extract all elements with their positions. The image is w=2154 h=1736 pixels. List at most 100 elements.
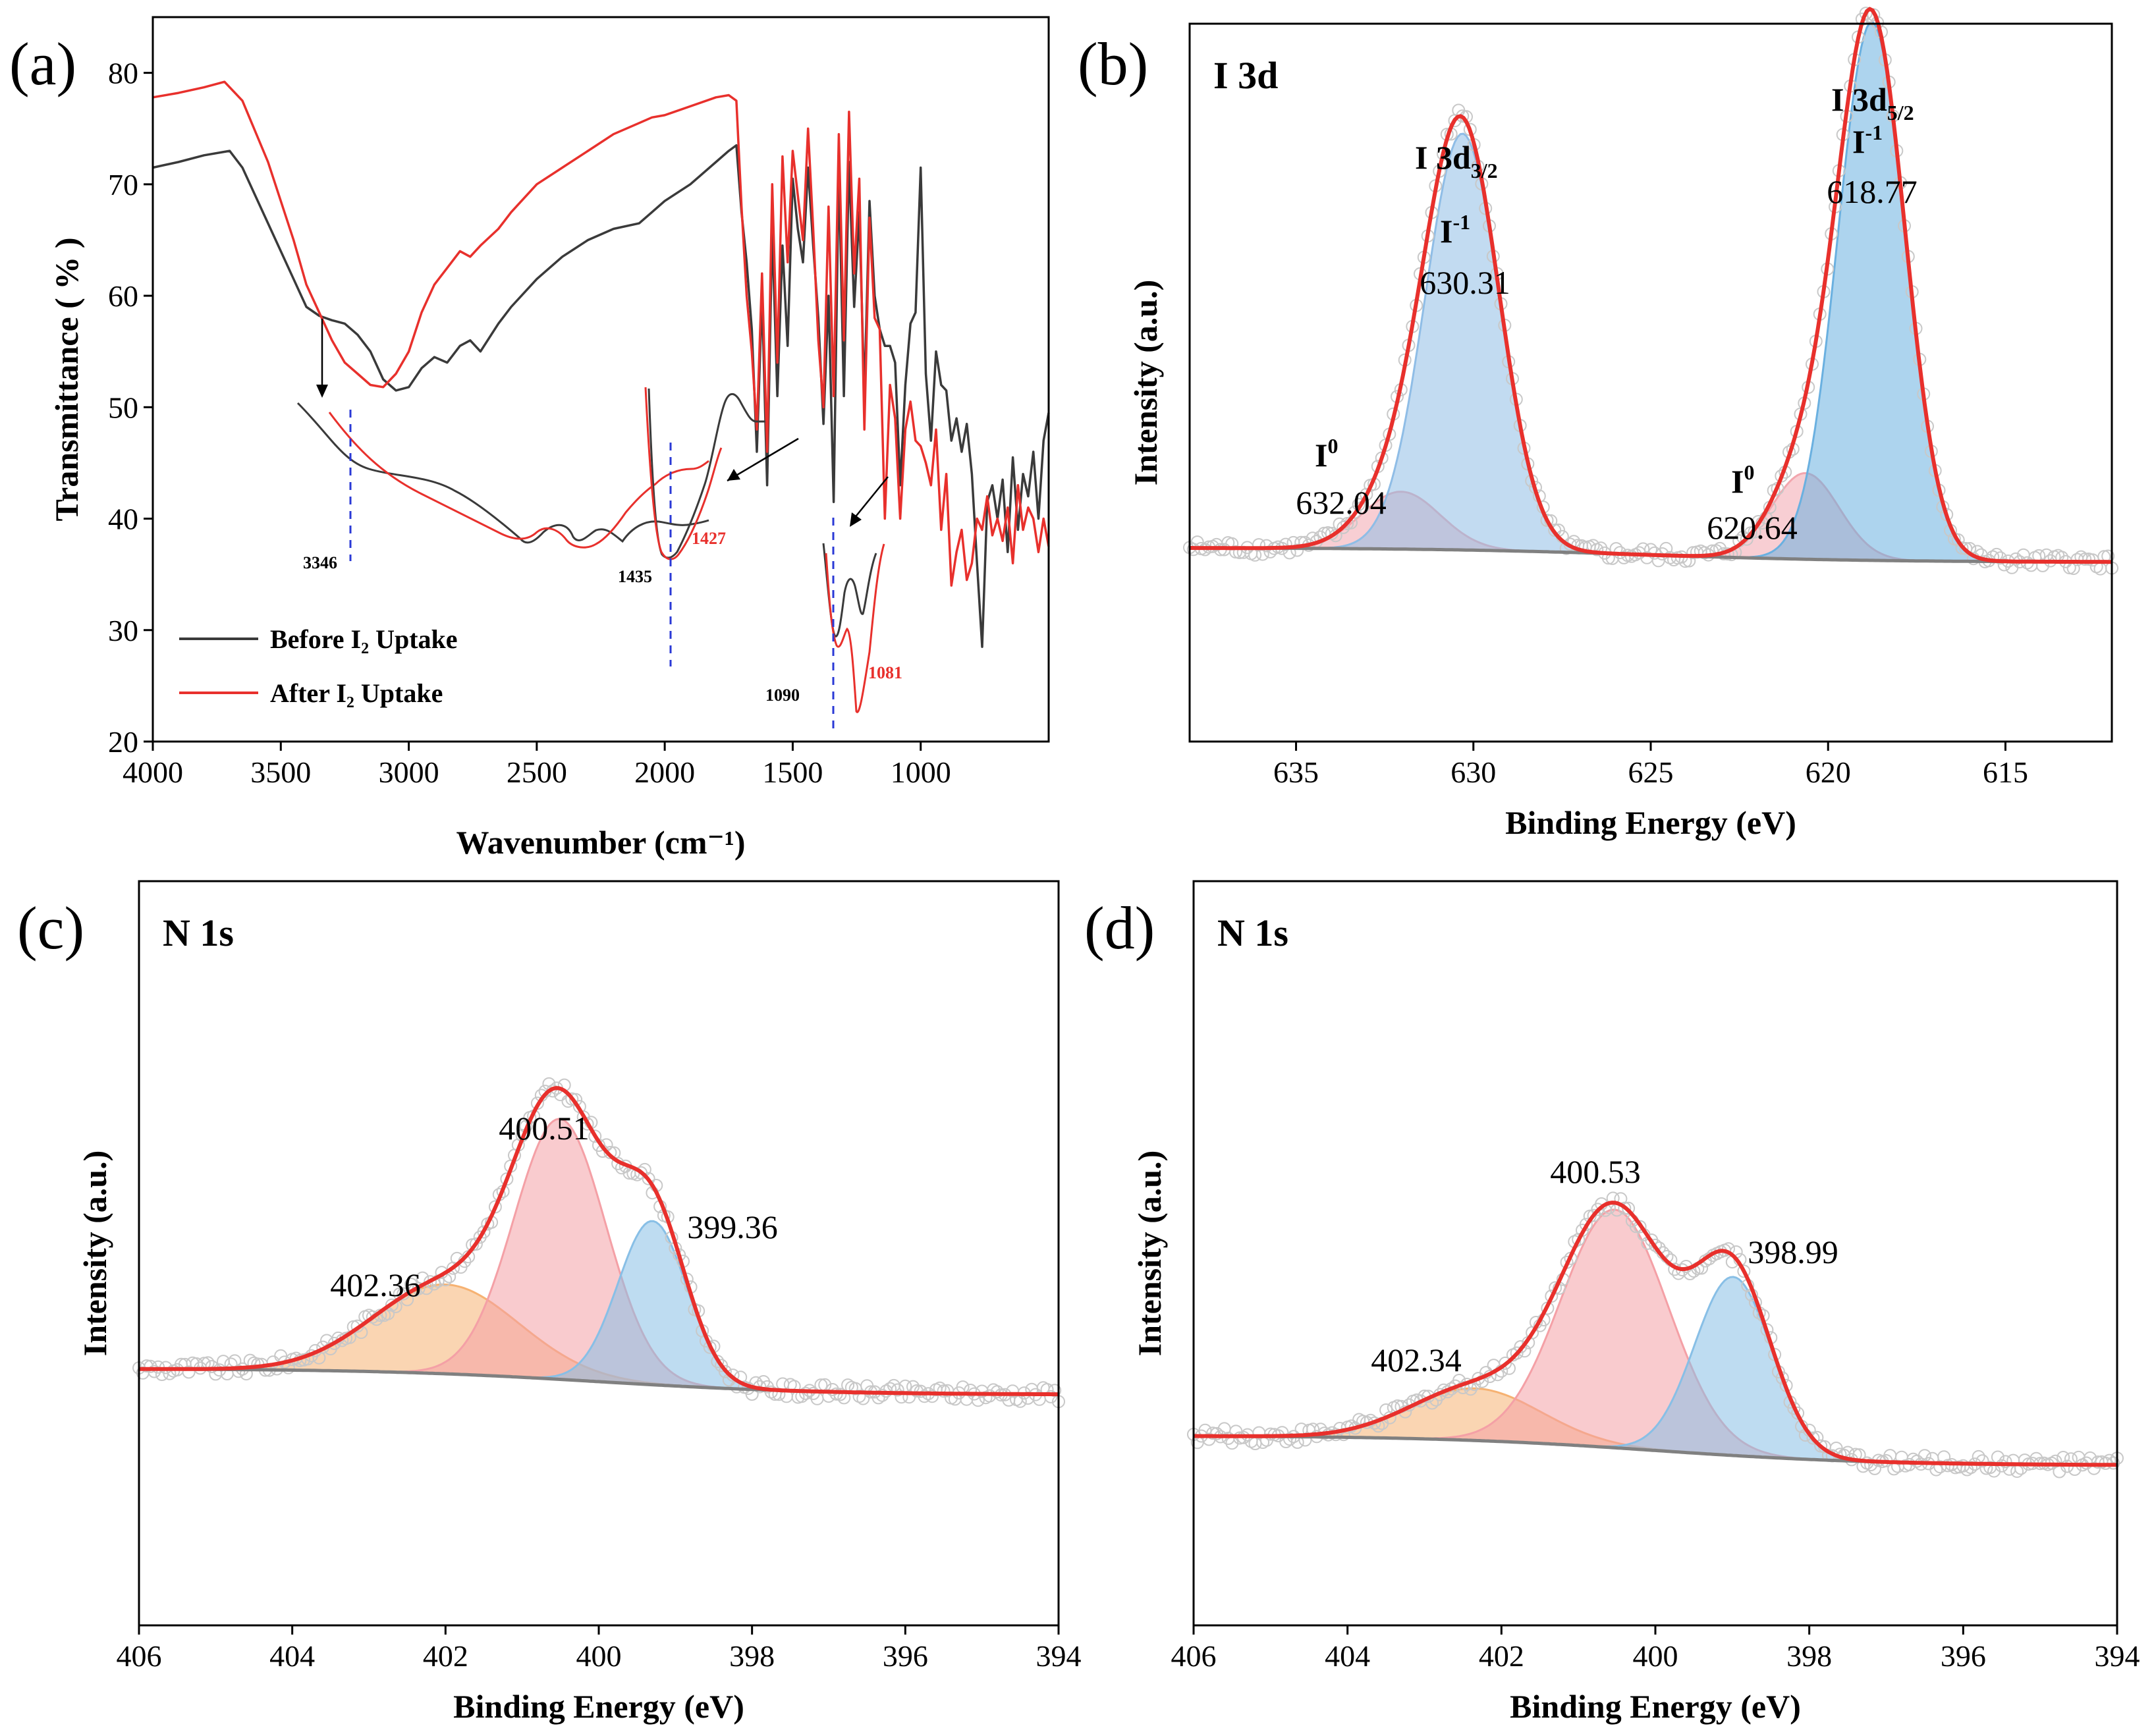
raw-data-point xyxy=(1044,1390,1058,1403)
inset-1435: 1435 1427 xyxy=(618,387,799,666)
panel-label: (a) xyxy=(9,30,76,97)
x-tick-label: 620 xyxy=(1806,755,1851,789)
raw-data-point xyxy=(1572,1233,1586,1247)
x-tick-label: 394 xyxy=(2095,1639,2140,1673)
y-tick-label: 70 xyxy=(108,168,138,202)
raw-data-point xyxy=(1964,1461,1977,1475)
arrow-line xyxy=(727,437,799,482)
x-axis-title: Binding Energy (eV) xyxy=(1510,1688,1801,1725)
y-tick-label: 60 xyxy=(108,279,138,313)
y-tick-label: 50 xyxy=(108,391,138,424)
inset-after-line xyxy=(328,412,709,549)
peak-value-label: 400.53 xyxy=(1550,1153,1641,1190)
x-tick-label: 402 xyxy=(1479,1639,1524,1673)
inset-3346: 3346 xyxy=(296,319,709,572)
raw-data-point xyxy=(1887,1462,1901,1476)
raw-data-point xyxy=(2072,1450,2085,1464)
panel-title: N 1s xyxy=(1217,911,1288,954)
raw-data-point xyxy=(1360,487,1373,501)
x-tick-label: 400 xyxy=(576,1639,622,1673)
series-line-after xyxy=(152,80,1050,587)
raw-data-point xyxy=(726,1369,740,1382)
legend: Before I₂ Uptake After I₂ Uptake xyxy=(179,624,458,708)
raw-data-point xyxy=(1951,533,1965,547)
legend-label-before: Before I₂ Uptake xyxy=(270,624,458,654)
x-tick-label: 406 xyxy=(1171,1639,1217,1673)
y-axis-title: Transmittance ( % ) xyxy=(48,238,85,522)
arrow-head xyxy=(850,512,862,527)
orbital-symbol: I 3d xyxy=(1415,139,1471,176)
orbital-subscript: 5/2 xyxy=(1887,101,1914,124)
raw-data-point xyxy=(1252,538,1265,552)
raw-data-point xyxy=(500,1172,514,1186)
raw-data-point xyxy=(833,1388,847,1401)
raw-data-point xyxy=(469,1237,483,1251)
raw-data-point xyxy=(1548,524,1562,537)
panel-b: 635 630 625 620 615 Binding Energy (eV) Intens… xyxy=(1127,7,2118,841)
raw-data-point xyxy=(937,1384,951,1398)
raw-data-point xyxy=(1806,1431,1820,1445)
raw-data-point xyxy=(488,1200,502,1214)
raw-data-point xyxy=(918,1390,931,1403)
x-tick-label: 625 xyxy=(1628,755,1674,789)
envelope-fit-line xyxy=(139,1086,1059,1397)
state-label-I-1: I-1 xyxy=(1440,210,1470,250)
x-tick-label: 3500 xyxy=(250,755,311,789)
annotation-1427: 1427 xyxy=(692,529,726,548)
inset-after-line xyxy=(644,387,723,560)
raw-data-point xyxy=(205,1360,219,1374)
raw-data-point xyxy=(1275,1426,1289,1440)
state-superscript: 0 xyxy=(1327,434,1338,458)
x-tick-label: 2500 xyxy=(507,755,567,789)
raw-data-point xyxy=(1290,543,1304,557)
annotation-3346: 3346 xyxy=(303,553,337,572)
orbital-label-3d32: I 3d3/2 xyxy=(1415,139,1498,182)
y-axis-title: Intensity (a.u.) xyxy=(1131,1151,1168,1357)
raw-data-point xyxy=(1283,1432,1296,1446)
inset-after-line xyxy=(825,543,885,713)
raw-data-point xyxy=(925,1390,939,1403)
raw-data-point xyxy=(1337,520,1350,534)
raw-data-point xyxy=(1975,1454,1989,1468)
y-tick-label: 40 xyxy=(108,502,138,536)
peak-value-label: 632.04 xyxy=(1296,484,1387,521)
raw-data-point xyxy=(990,1385,1004,1399)
x-tick-label: 3000 xyxy=(379,755,439,789)
orbital-subscript: 3/2 xyxy=(1471,159,1498,182)
annotation-1090: 1090 xyxy=(765,686,800,705)
raw-data-point xyxy=(2093,562,2107,576)
raw-data-point xyxy=(182,1365,196,1379)
x-axis-title: Wavenumber (cm⁻¹) xyxy=(456,824,745,861)
raw-data-point xyxy=(1618,1201,1632,1215)
peak-value-label: 400.51 xyxy=(499,1110,590,1147)
peak-value-label: 402.34 xyxy=(1371,1342,1462,1378)
state-symbol: I xyxy=(1440,213,1452,250)
x-tick-label: 394 xyxy=(1036,1639,1082,1673)
raw-data-point xyxy=(642,1172,655,1185)
arrow-head xyxy=(727,469,740,481)
x-tick-label: 1000 xyxy=(891,755,951,789)
peak-value-label: 630.31 xyxy=(1420,264,1510,301)
peak-value-label: 618.77 xyxy=(1827,173,1918,210)
state-superscript: -1 xyxy=(1865,121,1883,144)
state-label-I0: I0 xyxy=(1731,460,1754,500)
raw-data-point xyxy=(1510,1346,1524,1360)
raw-data-point xyxy=(1859,7,1873,20)
raw-data-point xyxy=(711,1355,725,1369)
panel-title: I 3d xyxy=(1213,54,1278,97)
raw-data-point xyxy=(1579,1218,1593,1232)
state-superscript: -1 xyxy=(1452,210,1470,234)
raw-data-point xyxy=(148,1365,161,1378)
state-label-I0: I0 xyxy=(1315,434,1338,474)
raw-data-point xyxy=(718,1365,732,1378)
raw-data-point xyxy=(1210,1426,1224,1440)
plot-frame xyxy=(1188,22,2113,743)
raw-data-point xyxy=(1348,505,1362,519)
raw-data-point xyxy=(2010,1465,2024,1478)
x-tick-label: 400 xyxy=(1633,1639,1678,1673)
x-tick-label: 4000 xyxy=(123,755,183,789)
x-tick-label: 404 xyxy=(1325,1639,1370,1673)
raw-data-point xyxy=(1929,1463,1943,1477)
raw-data-point xyxy=(243,1353,257,1367)
state-label-I-1: I-1 xyxy=(1852,121,1883,160)
